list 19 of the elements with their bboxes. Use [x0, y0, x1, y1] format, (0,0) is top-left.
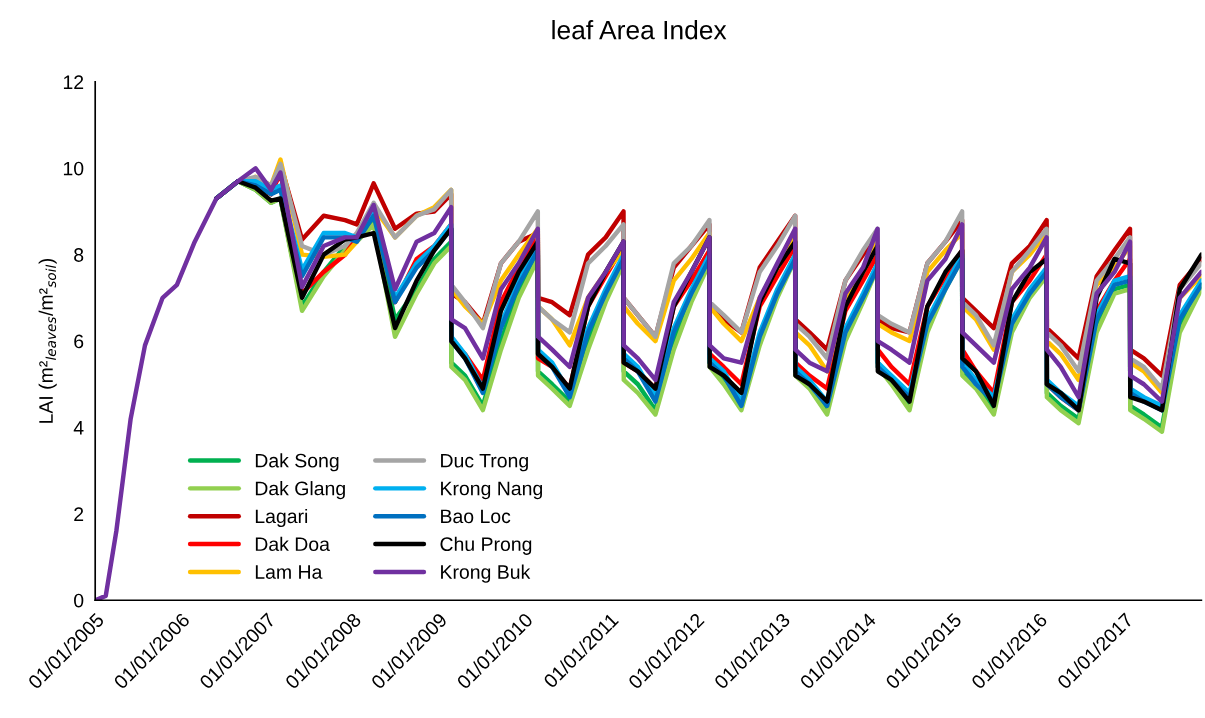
y-tick-label: 0: [74, 593, 84, 608]
legend-label: Dak Doa: [255, 536, 330, 552]
y-tick-label: 10: [63, 161, 84, 176]
y-axis-title: LAI (m²$_{leaves}$/m²$_{soil}$): [38, 258, 57, 423]
legend-label: Bao Loc: [441, 509, 511, 524]
legend-label: Dak Glang: [255, 481, 345, 500]
legend-label: Krong Nang: [441, 481, 543, 500]
chart-title: leaf Area Index: [552, 20, 727, 40]
legend-label: Chu Prong: [440, 536, 532, 555]
y-tick-label: 12: [63, 75, 84, 89]
legend-label: Duc Trong: [441, 453, 528, 472]
legend-label: Lam Ha: [255, 565, 323, 579]
legend-label: Dak Song: [255, 453, 339, 472]
y-tick-label: 4: [73, 421, 84, 435]
y-tick-label: 2: [74, 507, 84, 521]
legend-label: Krong Buk: [441, 564, 531, 583]
y-tick-label: 6: [74, 334, 84, 349]
legend-label: Lagari: [255, 508, 308, 528]
y-tick-label: 8: [74, 248, 84, 262]
